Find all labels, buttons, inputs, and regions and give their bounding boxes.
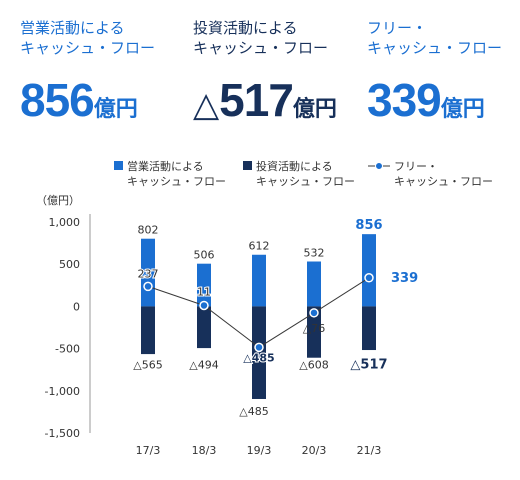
- data-label-operating: 802: [138, 224, 159, 237]
- bar-operating: [252, 254, 266, 307]
- x-tick-label: 20/3: [302, 444, 327, 457]
- free-cash-flow-point: [254, 342, 264, 353]
- y-tick-label: 1,000: [49, 216, 81, 229]
- free-cash-flow-point: [364, 273, 374, 283]
- kpi-operating-number: 856: [20, 74, 95, 126]
- bar-investing: [362, 306, 376, 351]
- kpi-investing-label: 投資活動による キャッシュ・フロー: [193, 19, 329, 57]
- free-cash-flow-point: [199, 300, 209, 311]
- kpi-operating-cash-flow: 営業活動による キャッシュ・フロー 856億円: [20, 18, 156, 126]
- data-label-free: 237: [138, 267, 159, 280]
- kpi-investing-cash-flow: 投資活動による キャッシュ・フロー △517億円: [193, 18, 337, 126]
- x-tick-label: 18/3: [192, 444, 217, 457]
- data-label-operating: 856: [355, 218, 382, 233]
- kpi-investing-number: 517: [219, 74, 294, 126]
- x-tick-label: 17/3: [136, 444, 161, 457]
- data-label-operating: 506: [194, 249, 215, 262]
- data-label-operating: 612: [249, 240, 270, 253]
- y-tick-label: -1,500: [45, 427, 80, 440]
- data-label-investing: △494: [189, 358, 218, 371]
- kpi-investing-value: △517億円: [193, 73, 337, 127]
- data-label-investing: △485: [239, 405, 268, 418]
- bar-operating: [197, 263, 211, 307]
- y-tick-label: -500: [55, 343, 80, 356]
- legend-investing-label: 投資活動によるキャッシュ・フロー: [256, 159, 355, 188]
- legend-operating-label: 営業活動によるキャッシュ・フロー: [127, 159, 226, 188]
- kpi-free-unit: 億円: [440, 97, 485, 122]
- bar-investing: [252, 306, 266, 399]
- kpi-operating-label: 営業活動による キャッシュ・フロー: [20, 19, 156, 57]
- kpi-free-label: フリー・ キャッシュ・フロー: [367, 19, 503, 57]
- y-axis-unit-label: （億円）: [36, 194, 80, 207]
- kpi-free-cash-flow: フリー・ キャッシュ・フロー 339億円: [367, 18, 503, 126]
- legend-free-marker: [375, 162, 383, 170]
- x-tick-label: 19/3: [247, 444, 272, 457]
- y-tick-label: 0: [73, 300, 80, 313]
- kpi-free-number: 339: [367, 74, 442, 126]
- data-label-free: 339: [391, 271, 418, 286]
- legend-investing-swatch: [243, 161, 252, 170]
- free-cash-flow-point: [143, 281, 153, 292]
- legend-free-label: フリー・キャッシュ・フロー: [394, 160, 493, 188]
- bar-investing: [141, 306, 155, 355]
- kpi-investing-sign: △: [193, 85, 220, 125]
- y-tick-label: 500: [59, 258, 80, 271]
- kpi-investing-unit: 億円: [292, 97, 337, 122]
- bar-operating: [362, 234, 376, 307]
- data-label-investing: △608: [299, 358, 328, 371]
- data-label-free: △485: [243, 351, 274, 364]
- data-label-free: △76: [303, 322, 325, 335]
- data-label-investing: △565: [133, 358, 162, 371]
- kpi-free-value: 339億円: [367, 73, 485, 127]
- kpi-operating-value: 856億円: [20, 73, 138, 127]
- bar-investing: [307, 306, 321, 358]
- y-tick-label: -1,000: [45, 385, 80, 398]
- data-label-investing: △517: [350, 357, 387, 372]
- bar-operating: [307, 261, 321, 307]
- data-label-free: 11: [197, 285, 211, 298]
- x-tick-label: 21/3: [357, 444, 382, 457]
- legend-operating-swatch: [114, 161, 123, 170]
- free-cash-flow-point: [309, 308, 319, 318]
- kpi-operating-unit: 億円: [93, 97, 138, 122]
- bar-investing: [197, 306, 211, 349]
- data-label-operating: 532: [304, 246, 325, 259]
